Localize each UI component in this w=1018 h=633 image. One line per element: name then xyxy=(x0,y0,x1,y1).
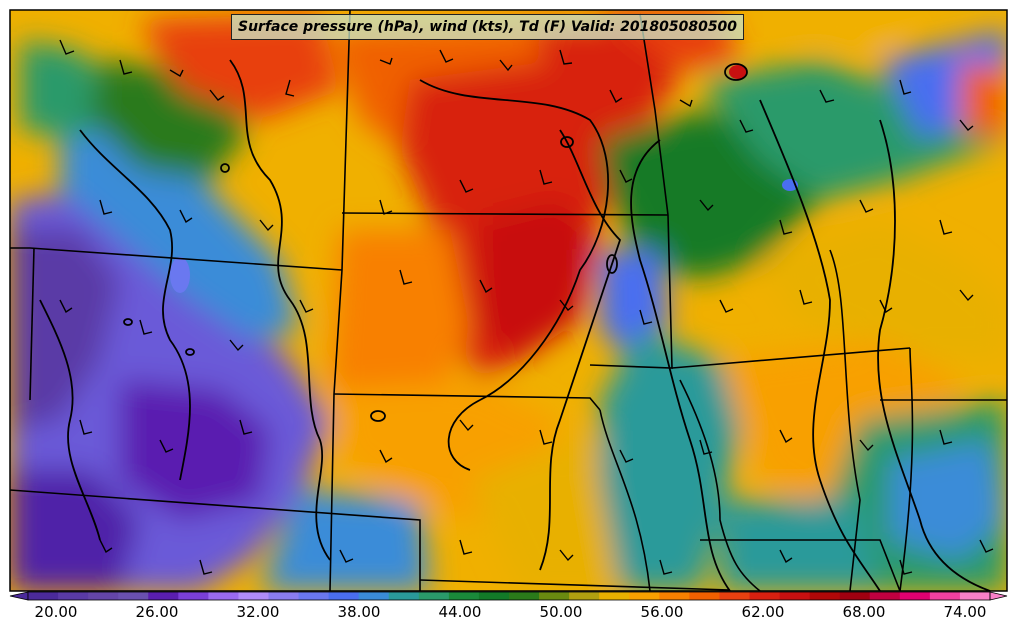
colorbar-swatch xyxy=(659,592,690,600)
colorbar-tick-label: 38.00 xyxy=(337,603,381,621)
colorbar-swatch xyxy=(328,592,360,600)
map-title: Surface pressure (hPa), wind (kts), Td (… xyxy=(231,14,745,40)
colorbar-border xyxy=(27,591,991,601)
colorbar-swatch xyxy=(629,592,660,600)
colorbar-swatch xyxy=(418,592,450,600)
colorbar-swatch xyxy=(899,592,931,600)
colorbar-swatch xyxy=(719,592,750,600)
colorbar-swatch xyxy=(268,592,300,600)
colorbar-swatch xyxy=(118,592,149,600)
colorbar-swatch xyxy=(539,592,570,600)
colorbar-swatch xyxy=(839,592,871,600)
colorbar-swatch xyxy=(208,592,239,600)
colorbar-swatch xyxy=(749,592,781,600)
colorbar-swatch xyxy=(58,592,89,600)
colorbar-swatch xyxy=(358,592,390,600)
colorbar-swatch xyxy=(28,592,59,600)
colorbar-swatch xyxy=(959,592,991,600)
dewpoint-field xyxy=(10,10,1007,591)
colorbar-swatch xyxy=(238,592,269,600)
colorbar-swatch xyxy=(448,592,480,600)
colorbar-swatch xyxy=(869,592,901,600)
colorbar-swatch xyxy=(178,592,209,600)
colorbar-swatch xyxy=(388,592,420,600)
colorbar-swatch xyxy=(599,592,630,600)
colorbar-tick-label: 20.00 xyxy=(34,603,78,621)
colorbar-tick-label: 32.00 xyxy=(236,603,280,621)
colorbar-tick-label: 62.00 xyxy=(741,603,785,621)
colorbar-swatch xyxy=(779,592,811,600)
colorbar-tick-label: 56.00 xyxy=(640,603,684,621)
map-frame xyxy=(9,9,1008,592)
colorbar-swatch xyxy=(929,592,961,600)
colorbar-tick-label: 26.00 xyxy=(135,603,179,621)
colorbar-swatch xyxy=(88,592,119,600)
colorbar-swatch xyxy=(509,592,540,600)
colorbar-swatch xyxy=(478,592,510,600)
colorbar-tick-label: 50.00 xyxy=(539,603,583,621)
colorbar-tick-label: 68.00 xyxy=(842,603,886,621)
colorbar-swatch xyxy=(148,592,179,600)
colorbar-swatch xyxy=(809,592,841,600)
colorbar-extend-high xyxy=(989,591,1008,601)
colorbar xyxy=(9,591,1008,601)
colorbar-tick-label: 74.00 xyxy=(943,603,987,621)
colorbar-swatch xyxy=(298,592,330,600)
colorbar-tick-label: 44.00 xyxy=(438,603,482,621)
colorbar-extend-low xyxy=(9,591,29,601)
colorbar-swatch xyxy=(689,592,720,600)
colorbar-swatch xyxy=(569,592,600,600)
